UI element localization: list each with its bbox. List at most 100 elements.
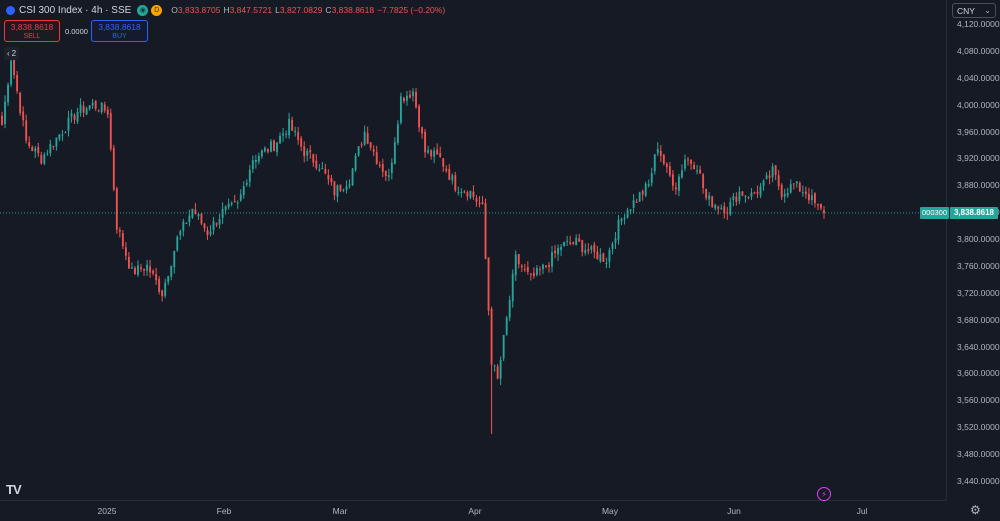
candle-body (43, 154, 46, 164)
candle-body (626, 210, 629, 218)
candle-body (478, 202, 481, 205)
candle-body (532, 272, 535, 277)
lightning-icon[interactable]: ⚡ (817, 487, 831, 501)
candlestick-chart[interactable] (0, 0, 946, 500)
candle-body (372, 149, 375, 152)
candle-body (720, 207, 723, 209)
candle-body (572, 242, 575, 244)
price-tick-label: 3,480.0000 (957, 449, 1000, 460)
time-axis[interactable]: 2025 Feb Mar Apr May Jun Jul (0, 500, 946, 521)
sell-label: SELL (23, 33, 41, 40)
candle-body (188, 215, 191, 223)
candle-body (13, 59, 16, 76)
sell-price: 3,838.8618 (10, 22, 54, 32)
symbol-title[interactable]: CSI 300 Index · 4h · SSE (19, 4, 132, 16)
candle-body (303, 146, 306, 157)
time-tick-label: Feb (216, 506, 232, 516)
ohlc-item: H3,847.5721 (223, 5, 273, 15)
indicators-toggle-button[interactable]: ‹ 2 (4, 47, 20, 60)
candle-body (798, 182, 801, 192)
candle-body (25, 120, 28, 141)
candle-body (590, 246, 593, 250)
tradingview-logo-icon[interactable]: TV (6, 482, 22, 497)
candle-body (170, 266, 173, 277)
price-tick-label: 3,600.0000 (957, 368, 1000, 379)
candle-body (70, 113, 73, 117)
price-axis[interactable]: 4,120.0000 4,080.0000 4,040.0000 4,000.0000… (946, 0, 1000, 500)
candle-body (134, 267, 136, 275)
candle-body (390, 162, 393, 174)
candle-body (342, 189, 345, 191)
candle-body (121, 233, 124, 247)
candle-body (263, 147, 266, 152)
buy-button[interactable]: 3,838.8618 BUY (91, 20, 148, 42)
price-tick-label: 3,680.0000 (957, 314, 1000, 325)
candle-body (140, 267, 142, 269)
symbol-logo-icon[interactable] (6, 5, 15, 15)
candle-body (34, 148, 37, 152)
candle-body (336, 185, 339, 197)
ohlc-item: −7.7825 (−0.20%) (377, 5, 446, 15)
candle-body (106, 109, 109, 115)
candle-body (759, 186, 762, 196)
candle-body (554, 250, 556, 254)
candle-body (161, 290, 164, 297)
candle-body (644, 183, 647, 196)
candle-body (771, 166, 774, 178)
candle-body (520, 265, 523, 268)
candle-body (387, 175, 390, 177)
candle-body (823, 210, 825, 213)
candle-body (85, 108, 88, 115)
candle-body (118, 230, 121, 232)
candle-body (490, 308, 493, 365)
candle-body (711, 196, 714, 207)
candle-body (227, 203, 230, 208)
candle-body (399, 96, 402, 123)
candle-body (717, 206, 720, 209)
candle-body (197, 214, 200, 217)
candle-body (623, 217, 626, 219)
candle-body (705, 188, 708, 199)
candle-body (542, 264, 544, 270)
chevron-left-icon: ‹ (7, 49, 10, 58)
candle-body (194, 209, 197, 215)
time-tick-label: Jun (727, 506, 741, 516)
candle-body (28, 142, 31, 147)
candle-body (167, 276, 170, 283)
candle-body (557, 247, 559, 255)
candle-body (723, 206, 726, 214)
delayed-data-icon[interactable]: D (151, 4, 163, 16)
candle-body (548, 265, 550, 268)
candle-body (46, 153, 49, 155)
candle-body (10, 60, 13, 85)
sell-button[interactable]: 3,838.8618 SELL (4, 20, 60, 42)
candle-body (463, 191, 466, 193)
candle-body (176, 236, 179, 251)
candle-body (517, 254, 520, 265)
gear-icon[interactable]: ⚙ (970, 503, 981, 517)
candle-body (242, 185, 245, 195)
candle-body (696, 170, 699, 172)
currency-selector[interactable]: CNY ⌄ (952, 3, 996, 18)
candle-body (152, 270, 155, 274)
candle-body (260, 150, 263, 157)
candle-body (49, 144, 52, 154)
candle-body (112, 147, 115, 190)
candle-body (538, 269, 541, 271)
candle-body (288, 118, 291, 136)
candle-body (233, 201, 236, 203)
candle-body (433, 150, 436, 157)
candle-body (708, 195, 711, 200)
candle-body (164, 282, 167, 296)
market-status-icon[interactable]: ◉ (137, 4, 149, 16)
candle-body (191, 208, 194, 218)
candle-body (481, 202, 484, 204)
candle-body (484, 203, 487, 259)
candle-body (729, 201, 732, 215)
candle-body (309, 149, 312, 153)
candle-body (297, 132, 300, 140)
chart-pane[interactable] (0, 0, 946, 500)
candle-body (783, 193, 786, 197)
candle-body (52, 145, 55, 147)
price-tick-label: 4,120.0000 (957, 19, 1000, 29)
